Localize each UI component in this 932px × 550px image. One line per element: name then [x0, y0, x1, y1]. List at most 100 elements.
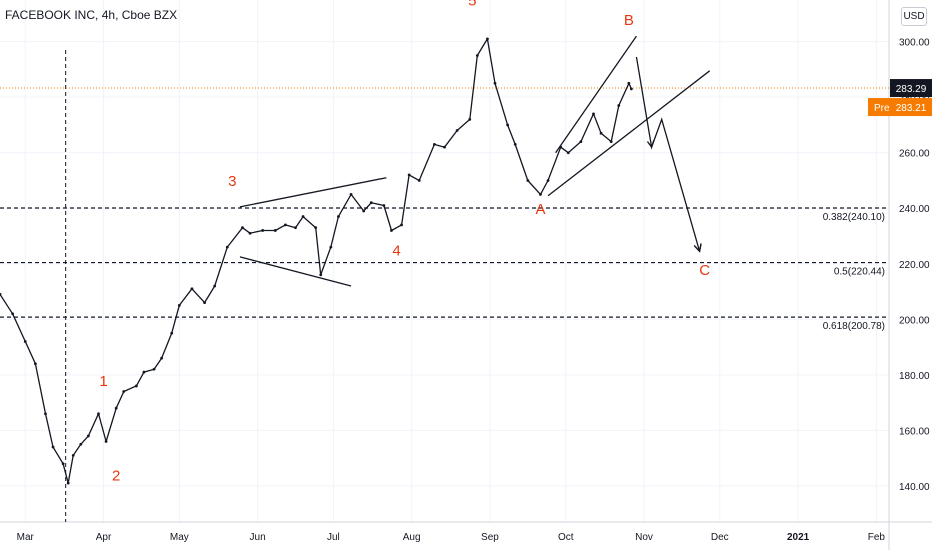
price-tick-label: 140.00 — [899, 482, 930, 493]
price-point — [443, 145, 446, 149]
price-point — [432, 142, 436, 146]
trend-lines — [239, 35, 711, 287]
price-point — [160, 356, 164, 360]
trend-line — [555, 35, 637, 154]
price-point — [170, 331, 174, 335]
price-point — [526, 179, 530, 182]
pre-market-price: 283.21 — [896, 103, 927, 114]
price-point — [114, 406, 118, 410]
price-point — [400, 223, 403, 227]
price-point — [86, 434, 90, 438]
wave-label: 2 — [112, 467, 120, 484]
price-point — [0, 292, 2, 296]
price-point — [61, 462, 65, 466]
price-point — [629, 87, 633, 91]
time-tick-label: Oct — [558, 532, 574, 543]
price-point — [97, 412, 100, 416]
projection-path — [635, 56, 701, 252]
last-price-label: 283.29 — [896, 84, 927, 95]
trend-line — [547, 70, 711, 197]
price-point — [539, 192, 542, 196]
wave-label: C — [699, 262, 710, 279]
price-point — [382, 204, 386, 207]
price-point — [369, 201, 373, 205]
price-point — [190, 287, 194, 291]
price-point — [486, 37, 489, 41]
wave-labels: 1 2 3 4 5 A B C — [99, 0, 710, 484]
symbol-title[interactable]: FACEBOOK INC, 4h, Cboe BZX — [5, 8, 178, 22]
price-tick-label: 220.00 — [899, 260, 930, 271]
time-tick-label: Mar — [17, 532, 35, 543]
price-point — [314, 226, 318, 230]
price-point — [362, 209, 366, 213]
price-point — [294, 226, 297, 230]
price-point — [71, 453, 75, 457]
price-point — [248, 231, 252, 235]
currency-button[interactable]: USD — [901, 7, 927, 26]
price-point — [407, 173, 411, 177]
price-point — [203, 301, 206, 305]
trend-line — [239, 177, 387, 208]
price-point — [104, 440, 108, 443]
wave-label: 3 — [228, 173, 236, 190]
price-point — [390, 229, 393, 232]
price-point — [493, 81, 497, 85]
price-point — [152, 367, 156, 371]
time-tick-label: 2021 — [787, 532, 810, 543]
time-tick-label: Aug — [403, 532, 421, 543]
price-point — [11, 312, 15, 316]
time-tick-label: Apr — [96, 532, 112, 543]
time-tick-label: Sep — [481, 532, 499, 543]
fib-levels: 0.382(240.10) 0.5(220.44) 0.618(200.78) — [0, 50, 889, 522]
symbol-name: FACEBOOK INC — [5, 8, 96, 22]
price-point — [329, 245, 333, 249]
exchange-label: Cboe BZX — [121, 8, 178, 22]
price-point — [468, 117, 472, 121]
price-point — [79, 442, 83, 446]
price-point — [261, 229, 265, 232]
price-line — [0, 38, 632, 484]
price-tick-label: 240.00 — [899, 204, 930, 215]
wave-label: B — [624, 12, 634, 29]
price-point — [627, 81, 631, 85]
price-point — [475, 54, 479, 57]
projection-arrowhead — [693, 243, 702, 253]
price-point — [33, 362, 37, 366]
interval-label: 4h — [101, 8, 116, 22]
pre-market-badge — [868, 98, 932, 117]
price-point — [337, 215, 340, 218]
price-point — [546, 179, 550, 182]
price-point — [566, 151, 570, 155]
price-point — [122, 390, 126, 393]
price-series — [0, 37, 633, 485]
price-point — [617, 104, 621, 107]
price-point — [213, 284, 217, 288]
price-point — [23, 340, 27, 343]
fib-level-label: 0.382(240.10) — [823, 212, 885, 223]
time-tick-label: Feb — [868, 532, 886, 543]
pre-market-prefix: Pre — [874, 103, 890, 114]
price-tick-label: 160.00 — [899, 426, 930, 437]
trend-line — [239, 256, 352, 287]
price-point — [599, 131, 603, 135]
price-point — [51, 445, 55, 449]
time-axis[interactable]: Mar Apr May Jun Jul Aug Sep Oct Nov Dec 2021 Feb — [17, 532, 886, 543]
price-point — [44, 412, 47, 416]
time-tick-label: Jun — [250, 532, 266, 543]
fib-level-label: 0.618(200.78) — [823, 321, 885, 332]
projection-arrowhead — [646, 140, 655, 149]
wave-label: A — [535, 201, 545, 218]
price-tick-label: 200.00 — [899, 315, 930, 326]
price-point — [592, 112, 595, 116]
time-tick-label: Jul — [327, 532, 340, 543]
last-price-badge — [890, 79, 932, 98]
wave-label: 4 — [392, 242, 400, 259]
price-point — [609, 140, 613, 144]
price-point — [225, 245, 229, 249]
price-point — [319, 273, 323, 277]
price-point — [283, 223, 287, 227]
price-point — [241, 226, 244, 230]
price-tick-label: 180.00 — [899, 371, 930, 382]
